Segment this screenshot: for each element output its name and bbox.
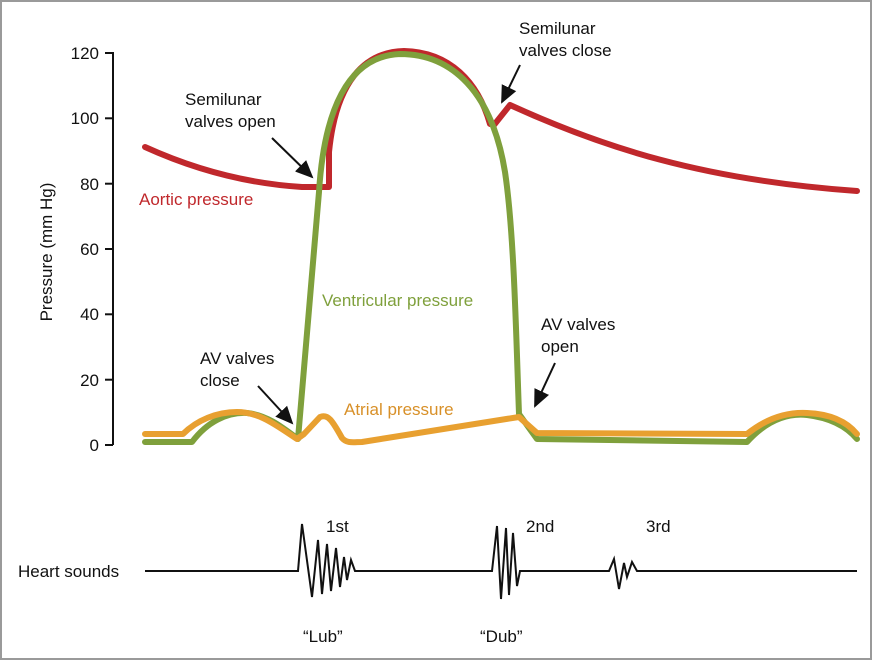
arrow-icon bbox=[257, 385, 294, 425]
heart-sounds-label: Heart sounds bbox=[18, 562, 119, 581]
annotation-text: valves open bbox=[185, 112, 276, 131]
annotation-text: close bbox=[200, 371, 240, 390]
y-tick-label: 60 bbox=[80, 240, 99, 259]
arrow-icon bbox=[271, 137, 314, 179]
annotation-text: valves close bbox=[519, 41, 612, 60]
y-axis: 0 20 40 60 80 100 120 Pressure (mm Hg) bbox=[37, 44, 114, 455]
atrial-pressure-curve bbox=[142, 409, 860, 446]
annotation-av-open: AV valves open bbox=[534, 315, 615, 408]
annotation-text: AV valves bbox=[200, 349, 274, 368]
aortic-pressure-label: Aortic pressure bbox=[139, 190, 253, 209]
y-axis-label: Pressure (mm Hg) bbox=[37, 183, 56, 322]
arrow-icon bbox=[501, 64, 521, 104]
dub-label: “Dub” bbox=[480, 627, 523, 646]
ventricular-pressure-label: Ventricular pressure bbox=[322, 291, 473, 310]
annotation-av-close: AV valves close bbox=[200, 349, 294, 425]
annotation-text: open bbox=[541, 337, 579, 356]
aortic-pressure-curve bbox=[142, 48, 860, 194]
y-tick-label: 0 bbox=[90, 436, 99, 455]
y-tick-label: 120 bbox=[71, 44, 99, 63]
annotation-text: Semilunar bbox=[185, 90, 262, 109]
y-tick-label: 80 bbox=[80, 175, 99, 194]
atrial-pressure-label: Atrial pressure bbox=[344, 400, 454, 419]
y-tick-label: 20 bbox=[80, 371, 99, 390]
second-sound-label: 2nd bbox=[526, 517, 554, 536]
annotation-text: AV valves bbox=[541, 315, 615, 334]
y-tick-label: 100 bbox=[71, 109, 99, 128]
third-sound-label: 3rd bbox=[646, 517, 671, 536]
first-sound-label: 1st bbox=[326, 517, 349, 536]
annotation-semilunar-open: Semilunar valves open bbox=[185, 90, 314, 179]
annotation-text: Semilunar bbox=[519, 19, 596, 38]
lub-label: “Lub” bbox=[303, 627, 343, 646]
heart-sounds-trace: Heart sounds 1st 2nd 3rd “Lub” “Dub” bbox=[18, 517, 857, 646]
heart-sounds-waveform bbox=[145, 523, 857, 600]
arrow-icon bbox=[534, 362, 556, 408]
annotation-semilunar-close: Semilunar valves close bbox=[501, 19, 612, 104]
y-tick-label: 40 bbox=[80, 305, 99, 324]
